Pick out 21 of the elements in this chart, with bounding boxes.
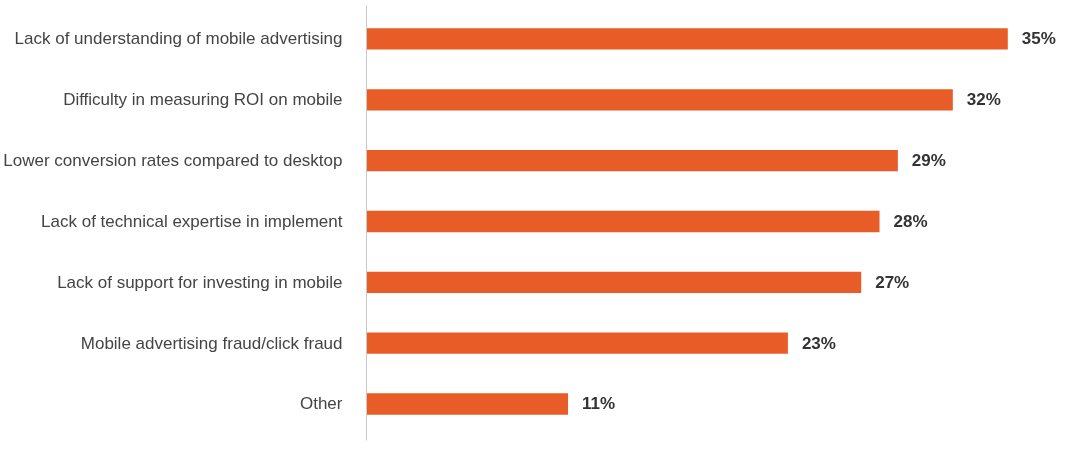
bar <box>366 332 788 354</box>
bar <box>366 210 880 233</box>
y-tick-label: Lower conversion rates compared to desktop <box>3 151 343 171</box>
y-tick-label: Other <box>299 394 343 414</box>
bar <box>366 28 1008 50</box>
bar <box>366 149 898 172</box>
y-tick-label: Lack of support for investing in mobile <box>57 272 343 292</box>
bar <box>366 393 569 415</box>
y-tick-label: Difficulty in measuring ROI on mobile <box>63 90 343 110</box>
bar <box>366 89 953 111</box>
y-tick-label: Mobile advertising fraud/click fraud <box>80 333 343 353</box>
y-tick-label: Lack of understanding of mobile advertising <box>14 29 343 49</box>
y-tick-label: Lack of technical expertise in implement <box>41 211 343 231</box>
bar <box>366 271 862 293</box>
data-label: 27% <box>875 272 910 292</box>
data-label: 29% <box>911 151 946 171</box>
data-label: 28% <box>893 211 928 231</box>
data-label: 23% <box>801 333 836 353</box>
data-label: 11% <box>582 394 616 414</box>
data-label: 35% <box>1021 29 1056 49</box>
data-label: 32% <box>966 90 1001 110</box>
